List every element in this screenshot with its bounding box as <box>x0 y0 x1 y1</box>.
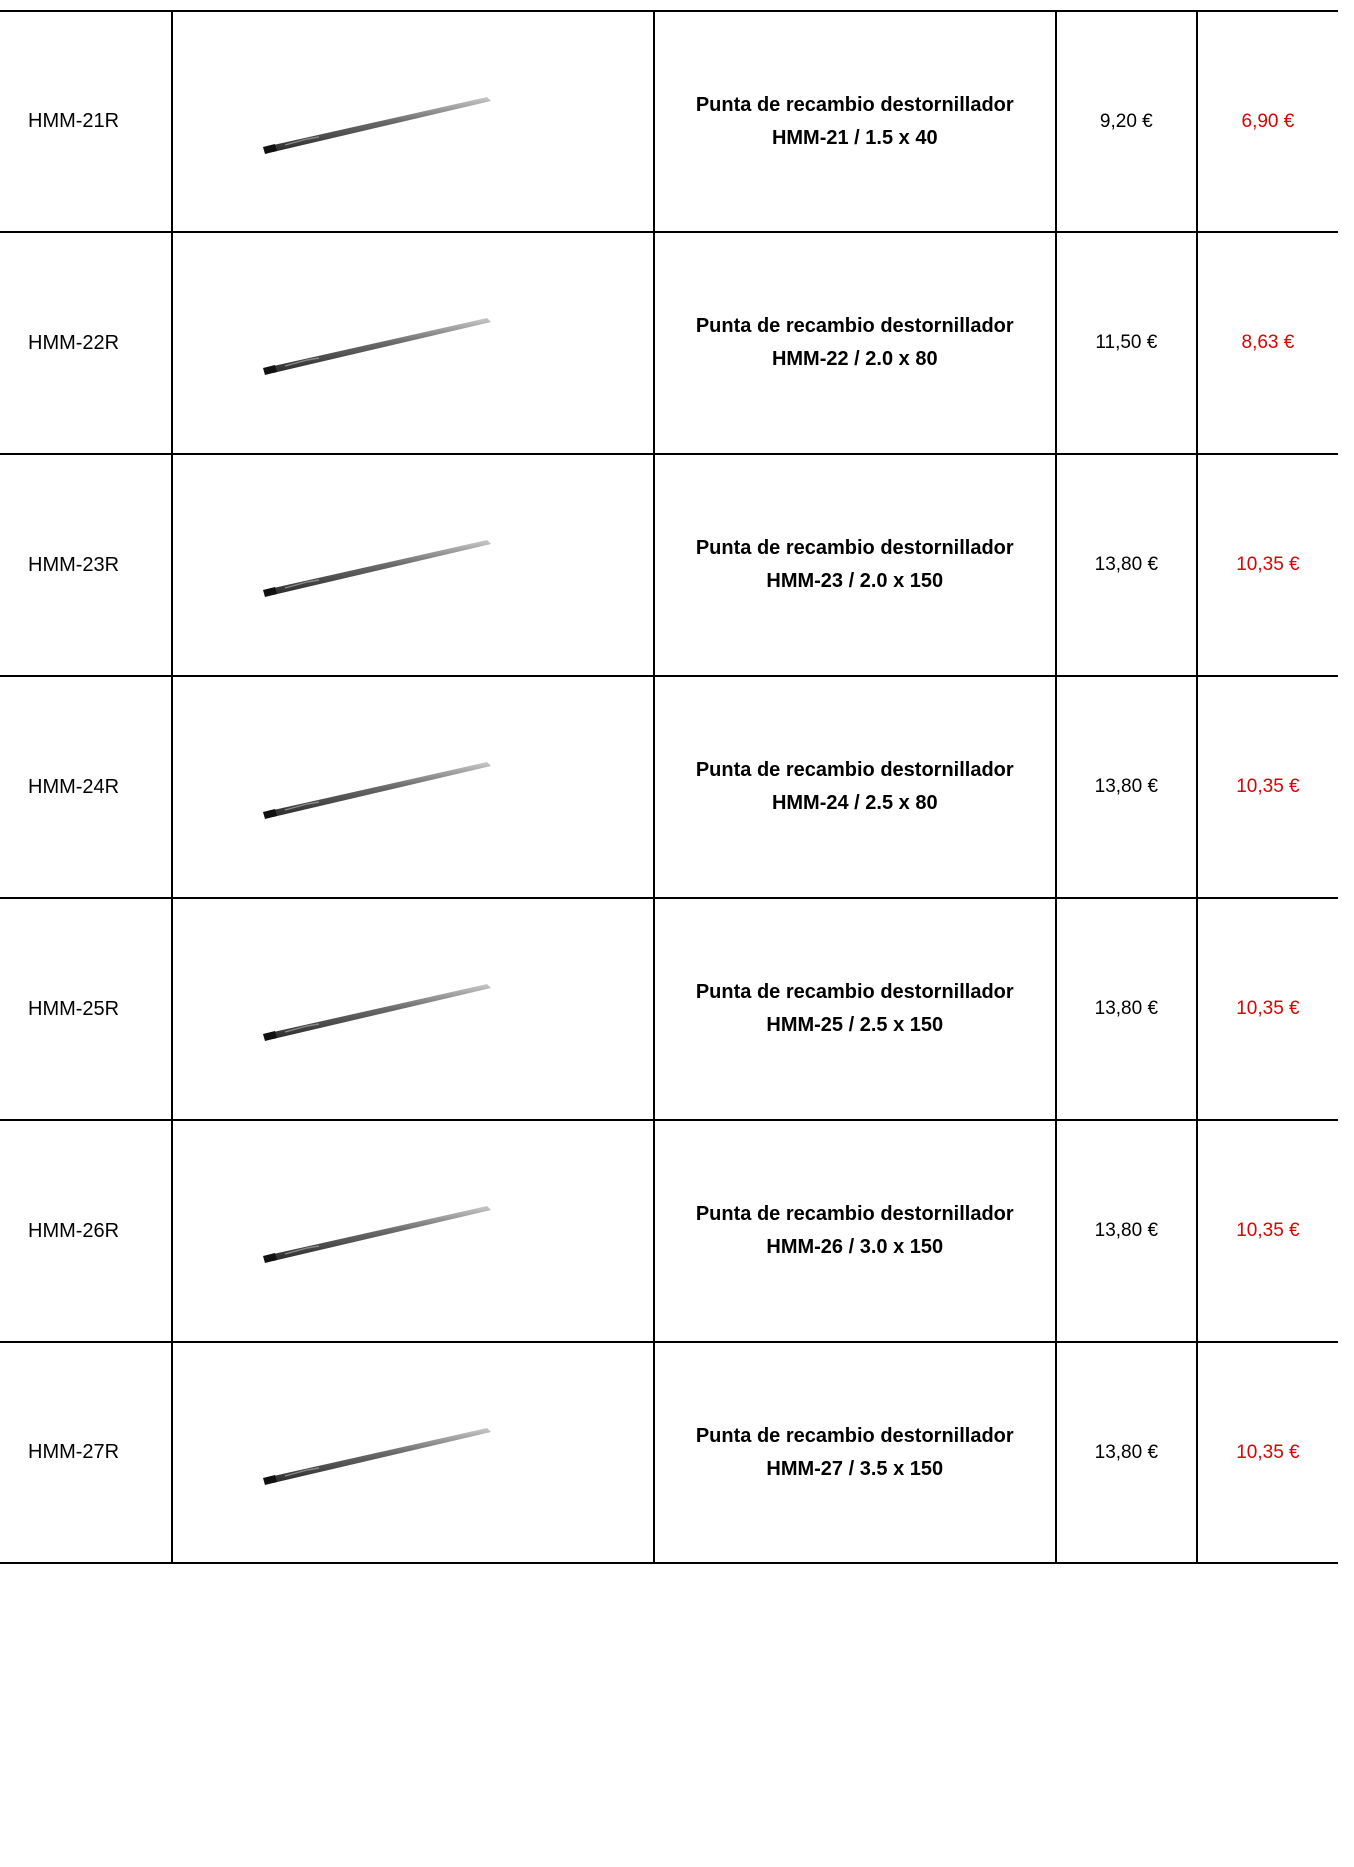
description-cell: Punta de recambio destornillador HMM-22 … <box>652 231 1057 455</box>
price-cell: 13,80 € <box>1054 675 1198 899</box>
ref-cell: HMM-21R <box>0 10 173 233</box>
regular-price: 13,80 € <box>1094 1441 1159 1463</box>
price-cell: 13,80 € <box>1054 897 1198 1121</box>
product-image-cell <box>170 453 655 677</box>
product-description: Punta de recambio destornillador HMM-27 … <box>695 1424 1014 1480</box>
product-ref: HMM-22R <box>28 331 120 354</box>
sale-price: 10,35 € <box>1236 554 1300 575</box>
description-cell: Punta de recambio destornillador HMM-21 … <box>652 10 1057 233</box>
product-image-cell <box>170 1119 655 1343</box>
product-description: Punta de recambio destornillador HMM-21 … <box>695 93 1014 149</box>
sale-price-cell: 8,63 € <box>1195 231 1338 455</box>
product-image-cell <box>170 675 655 899</box>
product-ref: HMM-21R <box>28 110 120 132</box>
description-cell: Punta de recambio destornillador HMM-27 … <box>652 1341 1057 1564</box>
description-cell: Punta de recambio destornillador HMM-24 … <box>652 675 1057 899</box>
description-cell: Punta de recambio destornillador HMM-25 … <box>652 897 1057 1121</box>
product-ref: HMM-27R <box>28 1441 120 1463</box>
price-cell: 13,80 € <box>1054 453 1198 677</box>
sale-price: 10,35 € <box>1236 1220 1300 1241</box>
product-ref: HMM-24R <box>28 775 120 798</box>
product-description: Punta de recambio destornillador HMM-26 … <box>695 1203 1014 1258</box>
regular-price: 13,80 € <box>1094 776 1159 797</box>
sale-price: 10,35 € <box>1236 776 1300 797</box>
table-row: HMM-25R Punta de recambio destornillador… <box>0 897 1338 1121</box>
screwdriver-bit-icon <box>262 1427 491 1485</box>
sale-price-cell: 10,35 € <box>1195 897 1338 1121</box>
product-description: Punta de recambio destornillador HMM-24 … <box>695 759 1014 814</box>
regular-price: 9,20 € <box>1099 110 1153 132</box>
description-cell: Punta de recambio destornillador HMM-23 … <box>652 453 1057 677</box>
sale-price-cell: 10,35 € <box>1195 1119 1338 1343</box>
price-cell: 9,20 € <box>1054 10 1198 233</box>
sale-price: 6,90 € <box>1241 110 1295 132</box>
description-cell: Punta de recambio destornillador HMM-26 … <box>652 1119 1057 1343</box>
product-description: Punta de recambio destornillador HMM-23 … <box>695 537 1014 592</box>
ref-cell: HMM-24R <box>0 675 173 899</box>
product-ref: HMM-25R <box>28 997 120 1020</box>
sale-price-cell: 10,35 € <box>1195 1341 1338 1564</box>
price-cell: 11,50 € <box>1054 231 1198 455</box>
regular-price: 13,80 € <box>1094 1220 1159 1241</box>
product-ref: HMM-23R <box>28 553 120 576</box>
sale-price-cell: 6,90 € <box>1195 10 1338 233</box>
screwdriver-bit-icon <box>262 540 491 597</box>
table-row: HMM-27R Punta de recambio destornillador… <box>0 1341 1338 1564</box>
sale-price: 10,35 € <box>1236 998 1300 1019</box>
regular-price: 13,80 € <box>1094 998 1159 1019</box>
screwdriver-bit-icon <box>262 984 491 1041</box>
regular-price: 13,80 € <box>1094 554 1159 575</box>
product-image-cell <box>170 1341 655 1564</box>
product-image-cell <box>170 897 655 1121</box>
sale-price-cell: 10,35 € <box>1195 675 1338 899</box>
product-ref: HMM-26R <box>28 1219 120 1242</box>
product-image-cell <box>170 10 655 233</box>
ref-cell: HMM-22R <box>0 231 173 455</box>
screwdriver-bit-icon <box>262 1206 491 1263</box>
screwdriver-bit-icon <box>262 318 491 375</box>
regular-price: 11,50 € <box>1095 332 1158 353</box>
price-cell: 13,80 € <box>1054 1119 1198 1343</box>
ref-cell: HMM-23R <box>0 453 173 677</box>
product-price-table: HMM-21R Punta de recambio destornillador… <box>0 10 1338 1564</box>
product-image-cell <box>170 231 655 455</box>
table-row: HMM-26R Punta de recambio destornillador… <box>0 1119 1338 1343</box>
ref-cell: HMM-27R <box>0 1341 173 1564</box>
price-cell: 13,80 € <box>1054 1341 1198 1564</box>
screwdriver-bit-icon <box>262 762 491 819</box>
sale-price-cell: 10,35 € <box>1195 453 1338 677</box>
product-description: Punta de recambio destornillador HMM-25 … <box>695 981 1014 1036</box>
ref-cell: HMM-25R <box>0 897 173 1121</box>
table-row: HMM-24R Punta de recambio destornillador… <box>0 675 1338 899</box>
ref-cell: HMM-26R <box>0 1119 173 1343</box>
product-description: Punta de recambio destornillador HMM-22 … <box>695 315 1014 370</box>
screwdriver-bit-icon <box>262 96 491 154</box>
sale-price: 10,35 € <box>1236 1441 1300 1463</box>
sale-price: 8,63 € <box>1241 332 1295 353</box>
table-row: HMM-21R Punta de recambio destornillador… <box>0 10 1338 233</box>
table-body: HMM-21R Punta de recambio destornillador… <box>0 10 1338 1564</box>
table-row: HMM-22R Punta de recambio destornillador… <box>0 231 1338 455</box>
table-row: HMM-23R Punta de recambio destornillador… <box>0 453 1338 677</box>
